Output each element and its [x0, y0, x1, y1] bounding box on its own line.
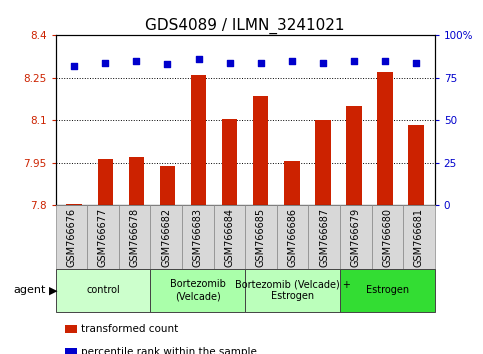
Text: percentile rank within the sample: percentile rank within the sample	[81, 347, 256, 354]
Bar	[284, 161, 299, 205]
Text: agent: agent	[14, 285, 46, 295]
Text: GSM766677: GSM766677	[98, 207, 108, 267]
Point	[381, 58, 389, 64]
Text: Bortezomib
(Velcade): Bortezomib (Velcade)	[170, 279, 226, 301]
Point	[288, 58, 296, 64]
Text: ▶: ▶	[49, 285, 57, 295]
Bar	[98, 159, 113, 205]
Point	[412, 60, 420, 65]
Text: control: control	[86, 285, 120, 295]
Text: transformed count: transformed count	[81, 324, 178, 334]
Point	[101, 60, 109, 65]
Point	[257, 60, 265, 65]
Bar	[315, 120, 330, 205]
Text: GSM766678: GSM766678	[129, 207, 140, 267]
Text: GSM766683: GSM766683	[193, 208, 203, 267]
Bar	[408, 125, 424, 205]
Title: GDS4089 / ILMN_3241021: GDS4089 / ILMN_3241021	[145, 18, 345, 34]
Bar	[253, 96, 269, 205]
Bar	[128, 157, 144, 205]
Bar	[191, 75, 206, 205]
Point	[132, 58, 140, 64]
Text: GSM766684: GSM766684	[224, 208, 234, 267]
Point	[195, 56, 202, 62]
Point	[164, 62, 171, 67]
Text: GSM766680: GSM766680	[383, 208, 392, 267]
Bar	[67, 204, 82, 205]
Text: Bortezomib (Velcade) +
Estrogen: Bortezomib (Velcade) + Estrogen	[235, 279, 351, 301]
Bar	[346, 106, 362, 205]
Bar	[222, 119, 237, 205]
Text: GSM766686: GSM766686	[287, 208, 298, 267]
Point	[71, 63, 78, 69]
Text: Estrogen: Estrogen	[366, 285, 409, 295]
Text: GSM766681: GSM766681	[414, 208, 424, 267]
Bar	[377, 72, 393, 205]
Point	[226, 60, 233, 65]
Text: GSM766682: GSM766682	[161, 207, 171, 267]
Point	[350, 58, 358, 64]
Bar	[160, 166, 175, 205]
Text: GSM766687: GSM766687	[319, 207, 329, 267]
Point	[319, 60, 327, 65]
Text: GSM766685: GSM766685	[256, 207, 266, 267]
Text: GSM766676: GSM766676	[66, 207, 76, 267]
Text: GSM766679: GSM766679	[351, 207, 361, 267]
